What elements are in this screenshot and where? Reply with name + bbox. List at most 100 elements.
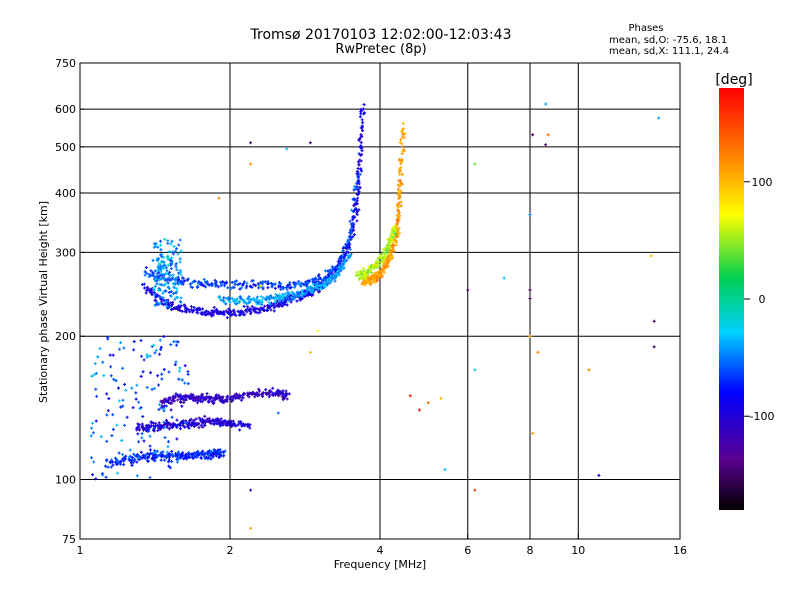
cloud-point	[153, 293, 157, 297]
trace-point	[221, 454, 225, 458]
trace-point	[346, 253, 350, 257]
trace-point	[136, 455, 140, 459]
trace-point	[224, 309, 228, 313]
trace-point	[232, 312, 236, 316]
cloud-point	[162, 407, 166, 411]
cloud-point	[178, 369, 182, 373]
trace-point	[184, 398, 188, 402]
trace-point	[263, 280, 267, 284]
trace-point	[130, 455, 134, 459]
trace-point	[351, 215, 355, 219]
cloud-point	[145, 385, 149, 389]
trace-point	[109, 465, 113, 469]
colorbar	[719, 88, 744, 510]
cloud-point	[162, 420, 166, 424]
trace-point	[213, 419, 217, 423]
trace-point	[293, 285, 297, 289]
cloud-point	[169, 289, 173, 293]
trace-point	[257, 286, 261, 290]
cloud-point	[154, 277, 158, 281]
trace-point	[390, 228, 394, 232]
chart-subtitle: RwPretec (8p)	[335, 42, 426, 57]
cloud-point	[169, 267, 173, 271]
trace-point	[242, 300, 246, 304]
trace-point	[380, 259, 384, 263]
trace-point	[202, 311, 206, 315]
trace-point	[294, 282, 298, 286]
trace-point	[400, 182, 404, 186]
cloud-point	[174, 295, 178, 299]
trace-point	[382, 270, 386, 274]
trace-point	[162, 400, 166, 404]
trace-point	[266, 286, 270, 290]
y-axis-ticks: 75 100 200 300 400 500 600 750	[55, 57, 85, 546]
colorbar-ticks: 100 0 -100	[744, 176, 774, 423]
trace-point	[394, 229, 398, 233]
trace-point	[146, 459, 150, 463]
trace-point	[312, 278, 316, 282]
cloud-point	[152, 343, 156, 347]
trace-point	[395, 218, 399, 222]
trace-point	[393, 227, 397, 231]
trace-point	[255, 307, 259, 311]
trace-point	[278, 298, 282, 302]
trace-point	[242, 392, 246, 396]
trace-point	[323, 281, 327, 285]
trace-point	[337, 257, 341, 261]
trace-point	[235, 298, 239, 302]
cloud-point	[148, 354, 152, 358]
cloud-point	[175, 457, 179, 461]
trace-point	[297, 279, 301, 283]
cloud-point	[177, 282, 181, 286]
trace-point	[254, 299, 258, 303]
trace-point	[386, 255, 390, 259]
trace-point	[315, 284, 319, 288]
cloud-point	[155, 300, 159, 304]
trace-point	[307, 279, 311, 283]
trace-point	[189, 308, 193, 312]
trace-point	[170, 460, 174, 464]
isolated-point	[316, 329, 320, 333]
trace-point	[233, 393, 237, 397]
trace-point	[215, 450, 219, 454]
trace-point	[269, 304, 273, 308]
cloud-point	[169, 294, 173, 298]
trace-point	[256, 311, 260, 315]
scatter-points	[89, 102, 661, 530]
trace-point	[156, 277, 160, 281]
cloud-point	[159, 248, 163, 252]
trace-point	[284, 286, 288, 290]
cloud-point	[159, 243, 163, 247]
trace-point	[144, 266, 148, 270]
trace-point	[217, 295, 221, 299]
cloud-point	[90, 426, 94, 430]
trace-point	[232, 308, 236, 312]
cloud-point	[153, 275, 157, 279]
trace-point	[127, 455, 131, 459]
cloud-point	[104, 459, 108, 463]
trace-point	[391, 240, 395, 244]
trace-point	[146, 452, 150, 456]
cloud-point	[96, 355, 100, 359]
cloud-point	[171, 282, 175, 286]
cloud-point	[170, 415, 174, 419]
trace-point	[222, 296, 226, 300]
cloud-point	[106, 409, 110, 413]
trace-point	[299, 281, 303, 285]
trace-point	[242, 280, 246, 284]
cloud-point	[116, 471, 120, 475]
trace-point	[203, 457, 207, 461]
trace-point	[178, 393, 182, 397]
trace-point	[267, 391, 271, 395]
trace-point	[388, 258, 392, 262]
cloud-point	[159, 260, 163, 264]
y-axis-label: Stationary phase Virtual Height [km]	[37, 201, 50, 403]
trace-point	[258, 310, 262, 314]
cloud-point	[125, 415, 129, 419]
cloud-point	[176, 340, 180, 344]
isolated-point	[502, 276, 506, 280]
cloud-point	[124, 388, 128, 392]
trace-point	[356, 174, 360, 178]
trace-point	[201, 425, 205, 429]
cloud-point	[171, 273, 175, 277]
